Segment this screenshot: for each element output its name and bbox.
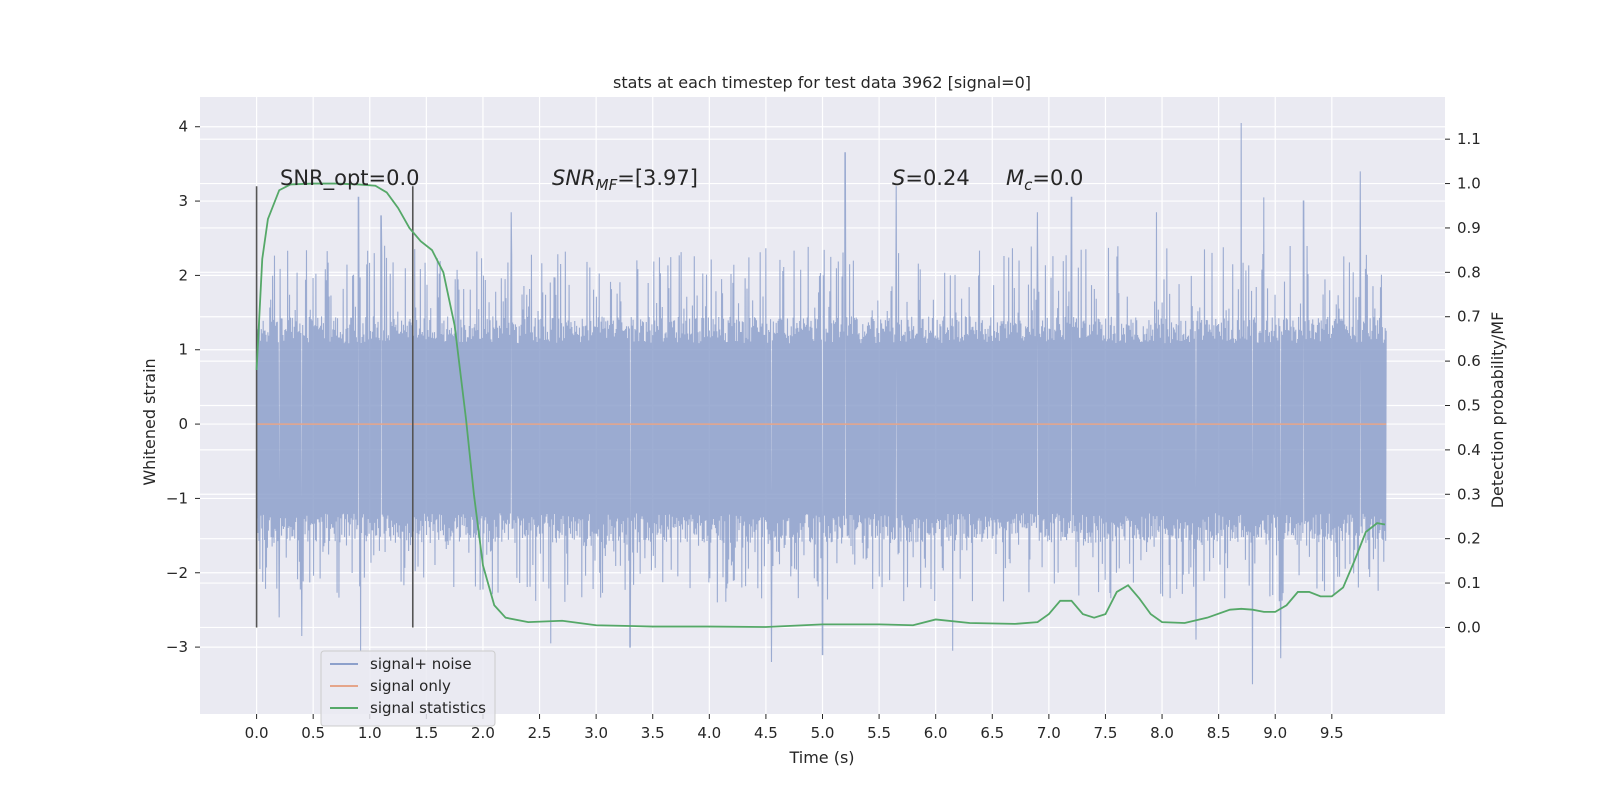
x-tick-label: 8.0: [1150, 724, 1174, 742]
legend: signal+ noise signal only signal statist…: [320, 650, 496, 727]
y-axis-label: Whitened strain: [140, 358, 159, 485]
annotation-s-value: =0.24: [905, 166, 969, 190]
y-tick-label: 1: [178, 341, 188, 359]
right-y-tick-label: 0.7: [1457, 308, 1481, 326]
x-tick-label: 0.5: [301, 724, 325, 742]
y-tick-label: 3: [178, 192, 188, 210]
x-tick-label: 3.0: [584, 724, 608, 742]
right-y-tick-label: 0.2: [1457, 530, 1481, 548]
x-tick-label: 5.0: [811, 724, 835, 742]
annotation-mc-sub: c: [1024, 176, 1033, 194]
annotation-snr-mf-value: =[3.97]: [617, 166, 698, 190]
y-tick-label: 2: [178, 266, 188, 284]
x-tick-label: 7.5: [1094, 724, 1118, 742]
x-tick-label: 8.5: [1207, 724, 1231, 742]
x-tick-label: 1.0: [358, 724, 382, 742]
x-axis-label: Time (s): [788, 748, 854, 767]
right-y-tick-label: 0.1: [1457, 574, 1481, 592]
right-y-tick-label: 1.1: [1457, 130, 1481, 148]
annotation-snr-mf-sub: MF: [596, 176, 618, 194]
x-tick-label: 3.5: [641, 724, 665, 742]
annotation-s: S=0.24: [892, 166, 970, 190]
right-y-tick-label: 0.3: [1457, 485, 1481, 503]
right-y-tick-label: 0.9: [1457, 219, 1481, 237]
annotation-mc-value: =0.0: [1032, 166, 1083, 190]
signal-noise-line: [256, 123, 1387, 685]
signal-statistics-series: [255, 182, 1386, 628]
y-tick-label: −2: [166, 564, 188, 582]
signal-statistics-line: [255, 182, 1386, 628]
y-tick-label: −3: [166, 638, 188, 656]
x-tick-label: 4.5: [754, 724, 778, 742]
right-y-tick-label: 0.0: [1457, 618, 1481, 636]
right-y-tick-label: 0.5: [1457, 397, 1481, 415]
x-tick-label: 2.5: [528, 724, 552, 742]
x-tick-label: 9.5: [1320, 724, 1344, 742]
y-tick-label: 0: [178, 415, 188, 433]
signal-noise-series: [256, 123, 1387, 685]
x-tick-label: 1.5: [414, 724, 438, 742]
y-axis-ticks: −3 −2 −1 0 1 2 3 4: [166, 118, 200, 656]
right-y-tick-label: 0.8: [1457, 263, 1481, 281]
annotations: SNR_opt=0.0 SNRMF=[3.97] S=0.24 Mc=0.0: [280, 166, 1083, 194]
x-tick-label: 0.0: [245, 724, 269, 742]
x-tick-label: 6.5: [980, 724, 1004, 742]
x-tick-label: 7.0: [1037, 724, 1061, 742]
x-tick-label: 5.5: [867, 724, 891, 742]
x-tick-label: 2.0: [471, 724, 495, 742]
legend-label-signal-statistics: signal statistics: [370, 699, 486, 717]
annotation-snr-mf: SNRMF=[3.97]: [552, 166, 698, 194]
legend-label-signal-only: signal only: [370, 677, 451, 695]
x-tick-label: 4.0: [697, 724, 721, 742]
right-y-axis-ticks: 0.0 0.1 0.2 0.3 0.4 0.5 0.6 0.7 0.8 0.9 1.0 1.1: [1445, 130, 1481, 636]
chart-title: stats at each timestep for test data 396…: [613, 73, 1031, 92]
right-y-tick-label: 0.6: [1457, 352, 1481, 370]
x-axis-ticks: 0.0 0.5 1.0 1.5 2.0 2.5 3.0 3.5 4.0 4.5 5.0 5.5 6.0 6…: [245, 714, 1344, 742]
right-y-tick-label: 1.0: [1457, 175, 1481, 193]
y-tick-label: −1: [166, 489, 188, 507]
annotation-mc: Mc=0.0: [1006, 166, 1083, 194]
x-tick-label: 6.0: [924, 724, 948, 742]
y-tick-label: 4: [178, 118, 188, 136]
annotation-snr-opt: SNR_opt=0.0: [280, 166, 420, 191]
annotation-snr-mf-main: SNR: [552, 166, 596, 190]
annotation-mc-main: M: [1006, 166, 1024, 190]
right-y-tick-label: 0.4: [1457, 441, 1481, 459]
right-y-axis-label: Detection probability/MF: [1488, 312, 1507, 509]
annotation-s-main: S: [892, 166, 905, 190]
marker-lines: [255, 186, 414, 628]
x-tick-label: 9.0: [1263, 724, 1287, 742]
legend-box: [320, 650, 496, 727]
legend-label-signal-noise: signal+ noise: [370, 655, 472, 673]
